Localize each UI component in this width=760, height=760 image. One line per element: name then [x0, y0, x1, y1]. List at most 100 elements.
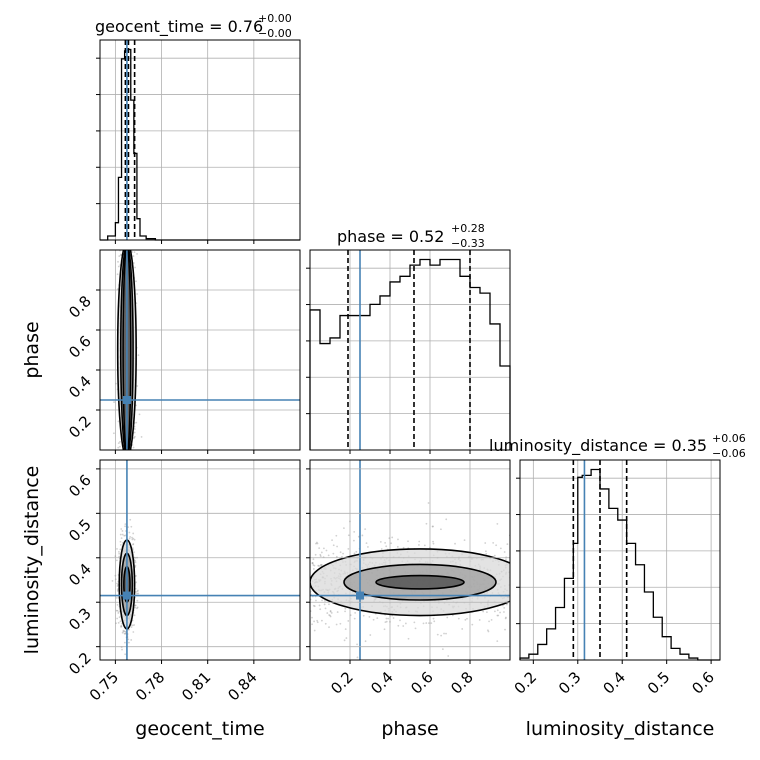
sample-point — [120, 624, 123, 627]
sample-point — [389, 614, 391, 617]
sample-point — [121, 530, 124, 532]
sample-point — [447, 655, 450, 657]
sample-point — [135, 581, 138, 584]
sample-point — [131, 624, 134, 627]
sample-point — [365, 542, 368, 545]
sample-point — [432, 542, 435, 545]
sample-point — [127, 638, 130, 641]
sample-point — [120, 646, 123, 649]
sample-point — [429, 546, 431, 549]
hist-phase-frame — [309, 249, 511, 451]
sample-point — [320, 564, 322, 566]
sample-point — [347, 547, 350, 550]
sample-point — [117, 446, 120, 449]
title-luminosity-distance-minus: −0.06 — [712, 447, 746, 460]
sample-point — [134, 606, 137, 609]
sample-point — [114, 574, 117, 577]
sample-point — [324, 599, 326, 602]
sample-point — [315, 541, 318, 544]
ytick-label: 0.4 — [65, 560, 95, 590]
xtick-label: 0.78 — [132, 668, 168, 704]
sample-point — [117, 550, 120, 553]
sample-point — [482, 610, 485, 613]
sample-point — [335, 534, 338, 537]
sample-point — [385, 617, 388, 620]
sample-point — [339, 551, 342, 554]
sample-point — [485, 552, 488, 555]
sample-point — [136, 556, 138, 559]
sample-point — [353, 552, 356, 555]
sample-point — [122, 629, 125, 632]
sample-point — [352, 539, 355, 542]
sample-point — [116, 609, 119, 612]
sample-point — [119, 548, 122, 551]
sample-point — [315, 542, 317, 545]
sample-point — [314, 553, 317, 556]
histogram-luminosity_distance — [519, 468, 720, 661]
ytick-label: 0.6 — [65, 471, 95, 501]
sample-point — [317, 564, 320, 567]
sample-point — [369, 634, 372, 636]
sample-point — [132, 262, 135, 264]
sample-point — [497, 614, 500, 617]
sample-point — [315, 599, 317, 602]
sample-point — [336, 611, 339, 613]
sample-point — [397, 624, 400, 627]
ylabel-phase: phase — [21, 321, 43, 378]
sample-point — [404, 622, 407, 625]
sample-point — [133, 538, 136, 541]
sample-point — [407, 540, 409, 543]
2d-geocent_time-luminosity_distance-frame — [99, 459, 301, 661]
sample-point — [496, 609, 499, 612]
sample-point — [329, 615, 332, 618]
sample-point — [119, 543, 122, 546]
sample-point — [134, 604, 137, 607]
sample-point — [367, 546, 369, 548]
sample-point — [124, 632, 127, 635]
sample-point — [115, 559, 118, 562]
sample-point — [132, 631, 135, 633]
sample-point — [115, 596, 118, 599]
sample-point — [118, 255, 121, 257]
sample-point — [496, 614, 499, 617]
sample-point — [407, 637, 410, 640]
sample-point — [328, 603, 330, 606]
sample-point — [493, 554, 496, 557]
sample-point — [119, 533, 122, 536]
sample-point — [133, 428, 136, 430]
sample-point — [133, 614, 136, 617]
xtick-label: 0.6 — [407, 668, 437, 698]
xlabel-phase: phase — [381, 718, 438, 740]
sample-point — [134, 564, 137, 567]
sample-point — [135, 591, 137, 593]
sample-point — [319, 608, 322, 611]
sample-point — [140, 436, 143, 438]
sample-point — [120, 537, 123, 540]
sample-point — [331, 539, 333, 542]
sample-point — [124, 641, 126, 644]
sample-point — [361, 534, 364, 537]
sample-point — [344, 628, 347, 631]
sample-point — [329, 610, 332, 613]
contour-line — [310, 548, 510, 617]
sample-point — [379, 541, 382, 543]
sample-point — [124, 534, 127, 537]
sample-point — [385, 545, 388, 548]
sample-point — [313, 605, 316, 608]
sample-point — [397, 538, 399, 541]
sample-point — [116, 548, 118, 550]
sample-point — [418, 540, 421, 543]
sample-point — [320, 564, 322, 567]
sample-point — [332, 544, 335, 547]
2d-panel-geocent_time-luminosity_distance — [100, 460, 300, 660]
sample-point — [114, 555, 117, 557]
xtick-label: 0.81 — [178, 668, 214, 704]
sample-point — [505, 603, 508, 606]
ytick-label: 0.3 — [65, 604, 95, 634]
sample-point — [432, 525, 434, 528]
sample-point — [321, 599, 323, 602]
sample-point — [133, 624, 136, 626]
sample-point — [118, 552, 121, 555]
xtick-label: 0.2 — [511, 668, 541, 698]
